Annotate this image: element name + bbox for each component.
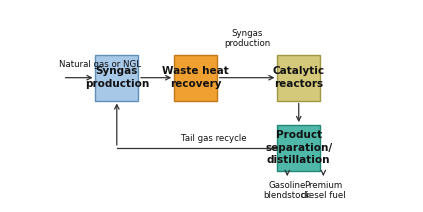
Text: Product
separation/
distillation: Product separation/ distillation: [265, 130, 332, 165]
Text: Waste heat
recovery: Waste heat recovery: [162, 67, 229, 89]
FancyBboxPatch shape: [277, 125, 320, 171]
Text: Tail gas recycle: Tail gas recycle: [181, 134, 246, 143]
Text: Syngas
production: Syngas production: [224, 29, 270, 48]
FancyBboxPatch shape: [96, 55, 138, 100]
Text: Gasoline
blendstock: Gasoline blendstock: [264, 181, 311, 200]
Text: Premium
diesel fuel: Premium diesel fuel: [301, 181, 346, 200]
FancyBboxPatch shape: [174, 55, 217, 100]
Text: Syngas
production: Syngas production: [85, 67, 149, 89]
FancyBboxPatch shape: [277, 55, 320, 100]
Text: Catalytic
reactors: Catalytic reactors: [273, 67, 325, 89]
Text: Natural gas or NGL: Natural gas or NGL: [59, 60, 141, 69]
